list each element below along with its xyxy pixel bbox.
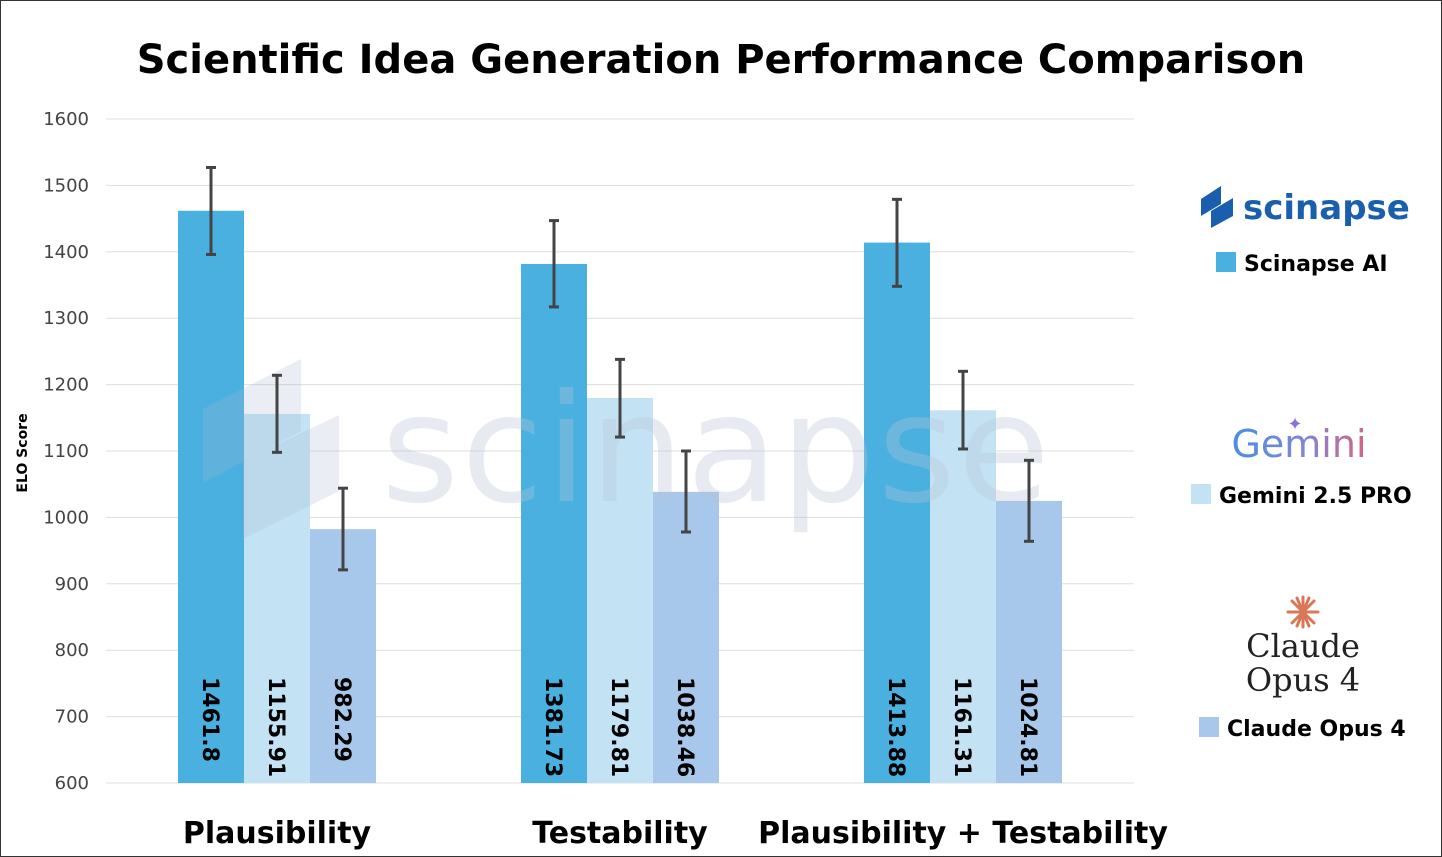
gemini-logo-text: Gemini xyxy=(1231,422,1366,466)
value-label-gemini-0: 1155.91 xyxy=(263,677,288,777)
value-label-claude-2: 1024.81 xyxy=(1015,677,1040,777)
scinapse-logo-text: scinapse xyxy=(1243,188,1410,228)
value-label-scinapse-0: 1461.8 xyxy=(197,677,222,762)
value-label-gemini-1: 1179.81 xyxy=(606,677,631,777)
bar-scinapse-0 xyxy=(178,210,244,784)
bar-claude-1 xyxy=(653,491,719,783)
value-label-gemini-2: 1161.31 xyxy=(949,677,974,777)
claude-logo-text-line1: Claude xyxy=(1246,627,1360,665)
claude-logo-text-line2: Opus 4 xyxy=(1246,661,1360,699)
bar-gemini-1 xyxy=(587,398,653,783)
bar-scinapse-1 xyxy=(521,263,587,783)
legend-label-gemini: Gemini 2.5 PRO xyxy=(1219,484,1412,509)
legend-label-claude: Claude Opus 4 xyxy=(1227,717,1406,742)
y-tick-label-1100: 1100 xyxy=(43,441,89,462)
bar-gemini-2 xyxy=(930,410,996,783)
bars xyxy=(178,210,1062,784)
bar-claude-0 xyxy=(310,529,376,783)
gemini-sparkle-icon: ✦ xyxy=(1287,414,1302,435)
value-label-scinapse-1: 1381.73 xyxy=(540,677,565,777)
category-label-1: Testability xyxy=(532,816,708,851)
claude-spark-icon xyxy=(1286,595,1320,629)
x-axis-category-labels: Plausibility Testability Plausibility + Te… xyxy=(183,816,1168,851)
error-bars xyxy=(206,165,1034,572)
y-axis-label: ELO Score xyxy=(15,413,31,492)
category-label-2: Plausibility + Testability xyxy=(758,816,1168,851)
gemini-logo: ✦ Gemini xyxy=(1231,414,1366,466)
legend: scinapse Scinapse AI ✦ Gemini Gemini 2.5… xyxy=(1191,186,1412,742)
value-labels: 1461.8 1155.91 982.29 1381.73 1179.81 1038.46… xyxy=(197,677,1040,777)
legend-swatch-gemini xyxy=(1191,484,1211,504)
legend-label-scinapse: Scinapse AI xyxy=(1244,252,1388,277)
y-axis-ticks: 600 700 800 900 1000 1100 1200 1300 1400 1500 1600 xyxy=(43,109,89,794)
legend-swatch-claude xyxy=(1199,717,1219,737)
y-tick-label-1400: 1400 xyxy=(43,242,89,263)
claude-logo: Claude Opus 4 xyxy=(1246,595,1360,699)
bar-scinapse-2 xyxy=(864,242,930,783)
scinapse-logo-icon-lower xyxy=(1211,198,1233,228)
legend-swatch-scinapse xyxy=(1216,252,1236,272)
y-tick-label-600: 600 xyxy=(55,773,89,794)
y-tick-label-1500: 1500 xyxy=(43,175,89,196)
value-label-scinapse-2: 1413.88 xyxy=(883,677,908,777)
value-label-claude-0: 982.29 xyxy=(329,677,354,762)
y-tick-label-900: 900 xyxy=(55,574,89,595)
watermark-text: scinapse xyxy=(381,363,1052,537)
bar-gemini-0 xyxy=(244,413,310,783)
watermark-logo-icon-lower xyxy=(243,415,339,539)
y-tick-label-1000: 1000 xyxy=(43,507,89,528)
y-tick-label-1200: 1200 xyxy=(43,375,89,396)
scinapse-logo: scinapse xyxy=(1201,186,1410,228)
y-tick-label-1600: 1600 xyxy=(43,109,89,130)
y-tick-label-1300: 1300 xyxy=(43,308,89,329)
y-tick-label-800: 800 xyxy=(55,640,89,661)
category-label-0: Plausibility xyxy=(183,816,372,851)
scinapse-logo-icon xyxy=(1201,186,1221,216)
value-label-claude-1: 1038.46 xyxy=(672,677,697,777)
chart-title: Scientific Idea Generation Performance C… xyxy=(137,37,1306,83)
watermark: scinapse xyxy=(203,359,1052,539)
bar-claude-2 xyxy=(996,500,1062,783)
y-tick-label-700: 700 xyxy=(55,707,89,728)
